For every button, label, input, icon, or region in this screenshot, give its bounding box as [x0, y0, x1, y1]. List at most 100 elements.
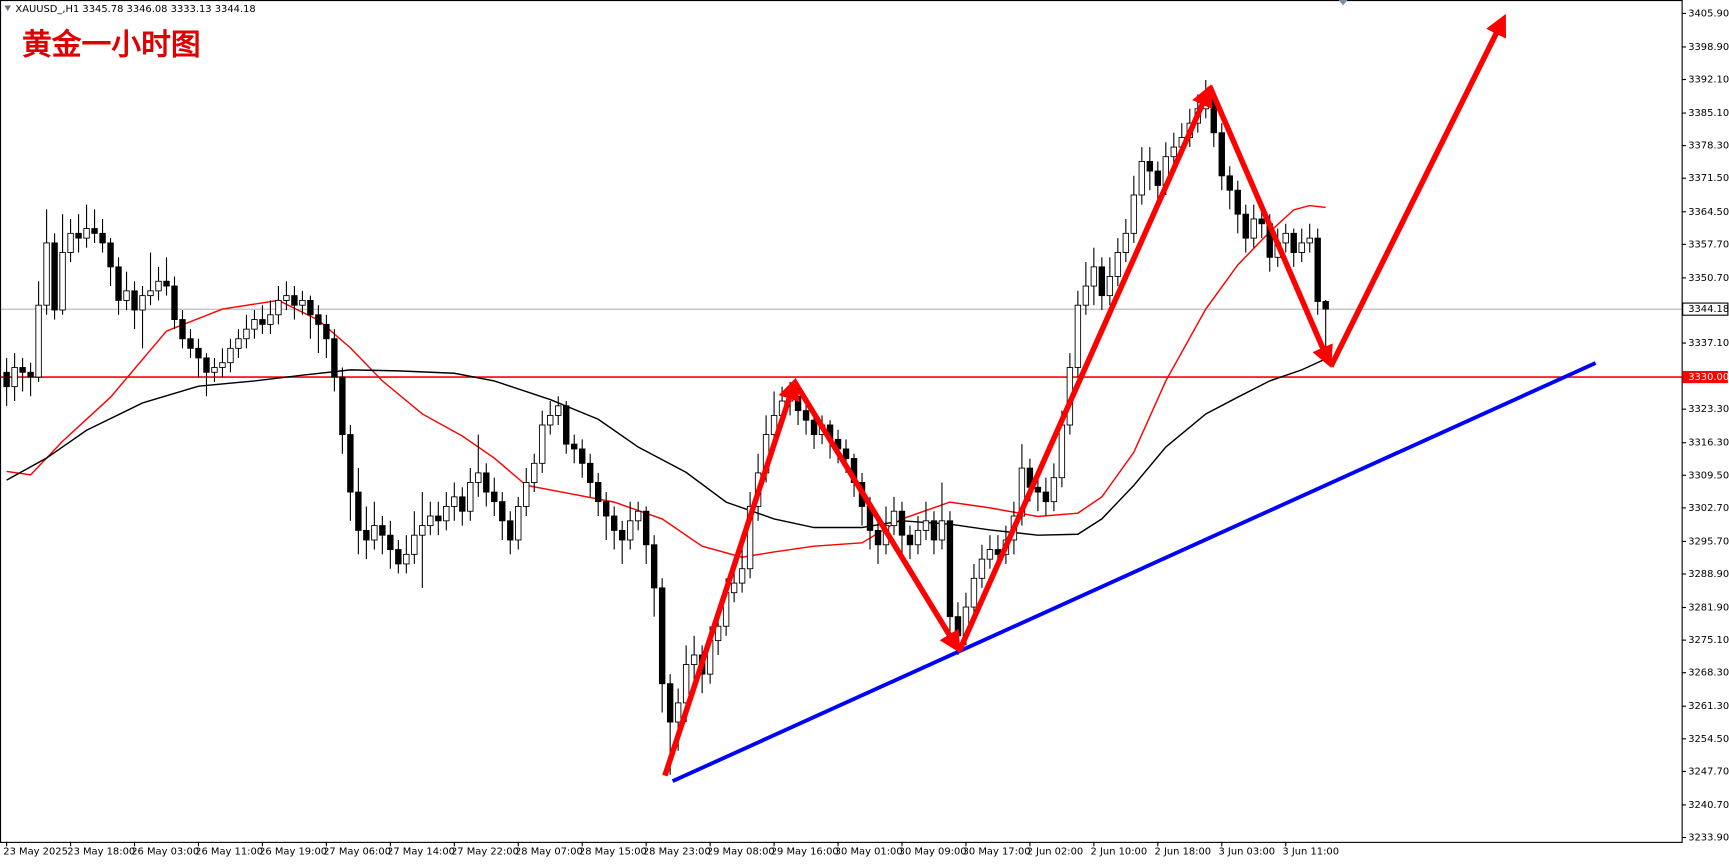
arrow: [1207, 84, 1333, 368]
candle-body: [187, 338, 194, 349]
candle-body: [746, 505, 754, 570]
candle-body: [1098, 266, 1106, 297]
candle-body: [794, 395, 802, 412]
candle-body: [810, 419, 818, 436]
x-tick-label: 28 May 23:00: [643, 847, 711, 858]
header: XAUUSD_,H1 3345.78 3346.08 3333.13 3344.…: [15, 4, 255, 15]
candle-body: [451, 496, 458, 507]
x-tick-label: 26 May 19:00: [259, 847, 327, 858]
candle-body: [211, 367, 218, 373]
candle-body: [1306, 237, 1313, 244]
candle-body: [938, 520, 946, 541]
candle-body: [131, 290, 138, 311]
candle-body: [650, 544, 658, 589]
annotations: [662, 13, 1597, 783]
candle-body: [419, 525, 426, 536]
candle-body: [323, 323, 330, 340]
candle-body: [179, 319, 186, 340]
candle-body: [435, 515, 442, 522]
y-tick-label: 3316.30: [1688, 438, 1729, 449]
x-tick-label: 30 May 09:00: [899, 847, 967, 858]
x-tick-label: 27 May 06:00: [323, 847, 391, 858]
chart-title: 黄金一小时图: [22, 27, 201, 62]
x-tick-label: 30 May 01:00: [835, 847, 903, 858]
x-tick-label: 23 May 2025: [3, 847, 68, 858]
candle-body: [954, 616, 962, 637]
ohlc-close: 3344.18: [215, 4, 256, 15]
candle-body: [547, 414, 554, 426]
candle-body: [387, 534, 394, 551]
candle-body: [946, 520, 954, 618]
candle-body: [634, 510, 642, 522]
candle-body: [1282, 232, 1289, 244]
candle-body: [251, 319, 258, 330]
y-tick-label: 3385.10: [1688, 108, 1729, 119]
x-tick-label: 2 Jun 10:00: [1091, 847, 1148, 858]
y-tick-label: 3295.70: [1688, 536, 1729, 547]
candle-body: [363, 529, 370, 541]
y-tick-label: 3302.70: [1688, 503, 1729, 514]
candle-body: [35, 304, 42, 378]
candle-body: [115, 266, 122, 301]
level-tag: [1682, 371, 1728, 384]
x-tick-label: 3 Jun 03:00: [1218, 847, 1275, 858]
candle-body: [1290, 232, 1297, 253]
candle-body: [579, 448, 586, 464]
candle-body: [195, 347, 202, 359]
candle-body: [714, 625, 722, 642]
candle-body: [531, 462, 538, 483]
candle-body: [587, 462, 594, 483]
candle-body: [539, 424, 546, 464]
y-tick-label: 3233.90: [1688, 833, 1729, 844]
shift-marker: [1338, 0, 1348, 6]
y-tick-label: 3261.30: [1688, 701, 1729, 712]
candle-body: [123, 290, 130, 301]
candle-body: [986, 549, 994, 560]
candle-body: [219, 362, 226, 368]
candle-body: [1130, 194, 1138, 234]
candle-body: [243, 328, 250, 340]
candle-body: [475, 472, 482, 483]
candle-body: [203, 357, 210, 373]
candle-body: [355, 491, 362, 531]
y-tick-label: 3309.50: [1688, 470, 1729, 481]
ohlc-open: 3345.78: [82, 4, 123, 15]
ohlc-low: 3333.13: [171, 4, 212, 15]
candle-body: [291, 295, 298, 306]
y-tick-label: 3337.10: [1688, 338, 1729, 349]
candle-body: [1042, 491, 1050, 503]
candle-body: [467, 482, 474, 512]
candle-body: [1050, 477, 1058, 503]
y-tick-label: 3357.70: [1688, 239, 1729, 250]
candle-body: [1218, 132, 1225, 177]
x-tick-label: 28 May 15:00: [579, 847, 647, 858]
candle-body: [139, 295, 146, 311]
candle-body: [802, 410, 810, 421]
candle-body: [595, 482, 602, 503]
candle-body: [275, 299, 282, 316]
candle-body: [499, 501, 506, 522]
symbol: XAUUSD_,H1: [15, 4, 79, 15]
candle-body: [571, 443, 578, 450]
candle-body: [491, 491, 498, 503]
x-tick-label: 3 Jun 11:00: [1282, 847, 1339, 858]
candle-body: [658, 587, 666, 685]
candle-body: [1234, 189, 1241, 215]
candle-body: [75, 232, 82, 239]
y-tick-label: 3350.70: [1688, 273, 1729, 284]
candle-body: [371, 525, 378, 541]
candle-body: [395, 549, 402, 565]
candle-body: [890, 510, 898, 527]
candle-body: [618, 529, 626, 541]
candle-body: [1322, 301, 1329, 310]
candle-body: [1058, 424, 1066, 479]
candle-body: [1298, 242, 1305, 253]
candle-body: [874, 529, 882, 546]
candle-body: [842, 448, 850, 459]
candle-body: [914, 529, 922, 546]
candle-body: [642, 510, 650, 546]
x-tick-label: 26 May 11:00: [195, 847, 263, 858]
arrow: [1328, 13, 1506, 368]
y-tick-label: 3240.70: [1688, 800, 1729, 811]
